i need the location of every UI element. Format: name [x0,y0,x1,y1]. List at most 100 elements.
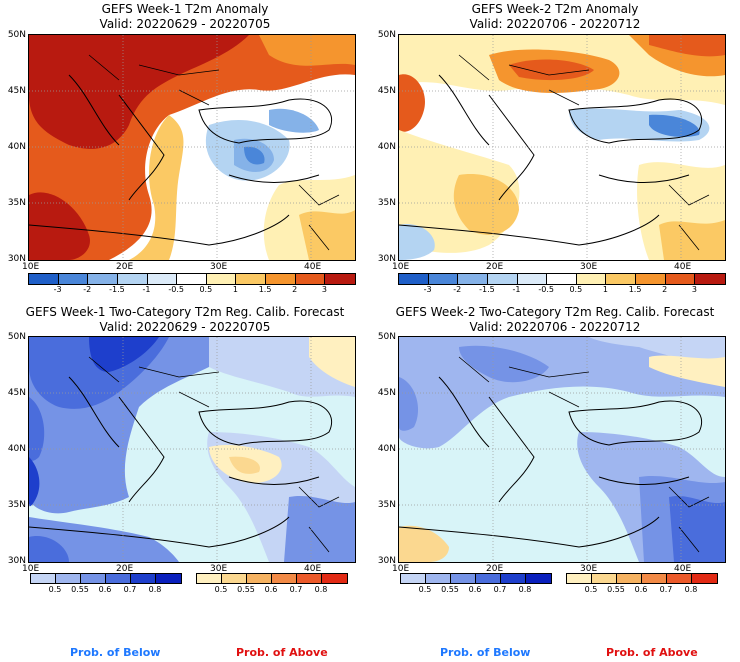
panel-title: GEFS Week-2 T2m Anomaly [471,2,639,16]
lat-label-50n: 50N [7,30,26,40]
lat-label-30n: 30N [377,556,396,566]
colorbar-swatch [156,574,181,583]
colorbar-swatch [31,574,56,583]
colorbar-tick-label: 1 [232,285,238,294]
lat-label-30n: 30N [377,254,396,264]
lon-label-10e: 10E [22,564,40,574]
panel-title: GEFS Week-1 Two-Category T2m Reg. Calib.… [25,305,345,319]
colorbar-tick-label: 0.5 [48,585,62,594]
lat-label-50n: 50N [377,332,396,342]
lat-label-45n: 45N [7,388,26,398]
colorbar-tick-label: -0.5 [168,285,184,294]
lat-label-35n: 35N [7,500,26,510]
colorbar-tick-label: 0.8 [684,585,698,594]
colorbar-swatch [197,574,222,583]
colorbar-tick-label: 0.55 [237,585,255,594]
below-colorbar-labels: 0.5 0.55 0.6 0.7 0.8 [30,585,180,595]
lon-label-30e: 30E [580,564,598,574]
anomaly-colorbar [398,273,726,285]
colorbar-swatch [451,574,476,583]
colorbar-tick-label: 0.6 [264,585,278,594]
lon-label-10e: 10E [22,262,40,272]
colorbar-swatch [56,574,81,583]
lon-label-20e: 20E [116,564,134,574]
colorbar-tick-label: 0.7 [659,585,673,594]
colorbar-tick-label: 0.5 [199,285,213,294]
colorbar-swatch [476,574,501,583]
colorbar-swatch [576,274,607,284]
colorbar-tick-label: -2 [83,285,92,294]
colorbar-swatch [147,274,178,284]
colorbar-swatch [642,574,667,583]
colorbar-tick-label: 0.5 [418,585,432,594]
colorbar-tick-label: 0.6 [634,585,648,594]
panel-week1-probability: GEFS Week-1 Two-Category T2m Reg. Calib.… [0,300,370,610]
lon-label-20e: 20E [116,262,134,272]
below-colorbar-labels: 0.5 0.55 0.6 0.7 0.8 [400,585,550,595]
colorbar-tick-label: 0.7 [493,585,507,594]
panel-title: GEFS Week-2 Two-Category T2m Reg. Calib.… [395,305,715,319]
colorbar-swatch [401,574,426,583]
panel-valid-dates: Valid: 20220706 - 20220712 [469,17,641,31]
colorbar-tick-label: -3 [53,285,62,294]
colorbar-swatch [266,274,296,284]
colorbar-swatch [29,274,59,284]
colorbar-tick-label: 0.8 [148,585,162,594]
colorbar-swatch [501,574,526,583]
panel-week2-anomaly: GEFS Week-2 T2m Anomaly Valid: 20220706 … [370,0,740,300]
above-probability-colorbar [566,573,718,584]
colorbar-swatch [567,574,592,583]
colorbar-swatch [399,274,429,284]
colorbar-swatch [247,574,272,583]
colorbar-swatch [236,274,266,284]
colorbar-swatch [487,274,518,284]
lon-label-30e: 30E [210,262,228,272]
colorbar-tick-label: 0.55 [71,585,89,594]
colorbar-tick-label: -3 [423,285,432,294]
lat-label-50n: 50N [377,30,396,40]
colorbar-tick-label: 1 [602,285,608,294]
lat-label-35n: 35N [7,198,26,208]
lat-label-30n: 30N [7,254,26,264]
probability-map [28,336,356,563]
colorbar-tick-label: -1.5 [109,285,125,294]
above-colorbar-labels: 0.5 0.55 0.6 0.7 0.8 [196,585,346,595]
colorbar-tick-label: 0.55 [607,585,625,594]
colorbar-tick-label: 1.5 [258,285,272,294]
probability-map [398,336,726,563]
lat-label-45n: 45N [377,388,396,398]
colorbar-swatch [695,274,725,284]
colorbar-swatch [692,574,717,583]
above-colorbar-labels: 0.5 0.55 0.6 0.7 0.8 [566,585,716,595]
lon-label-30e: 30E [580,262,598,272]
colorbar-tick-label: 0.55 [441,585,459,594]
panel-valid-dates: Valid: 20220629 - 20220705 [99,320,271,334]
lon-label-10e: 10E [392,262,410,272]
anomaly-map [398,34,726,261]
colorbar-swatch [617,574,642,583]
lon-label-20e: 20E [486,564,504,574]
lat-label-45n: 45N [7,86,26,96]
colorbar-swatch [322,574,347,583]
colorbar-tick-label: -2 [453,285,462,294]
colorbar-swatch [667,574,692,583]
lat-label-45n: 45N [377,86,396,96]
prob-below-label-left: Prob. of Below [70,646,161,659]
lat-label-30n: 30N [7,556,26,566]
lon-label-40e: 40E [674,564,692,574]
lat-label-35n: 35N [377,500,396,510]
panel-valid-dates: Valid: 20220629 - 20220705 [99,17,271,31]
colorbar-swatch [222,574,247,583]
colorbar-tick-label: 0.8 [518,585,532,594]
colorbar-tick-label: 3 [321,285,327,294]
lon-label-30e: 30E [210,564,228,574]
lon-label-40e: 40E [304,564,322,574]
below-probability-colorbar [400,573,552,584]
colorbar-tick-label: 0.7 [289,585,303,594]
colorbar-tick-label: -0.5 [538,285,554,294]
colorbar-tick-label: -1 [142,285,151,294]
lat-label-40n: 40N [7,142,26,152]
colorbar-swatch [526,574,551,583]
colorbar-tick-label: 0.5 [584,585,598,594]
colorbar-swatch [58,274,89,284]
